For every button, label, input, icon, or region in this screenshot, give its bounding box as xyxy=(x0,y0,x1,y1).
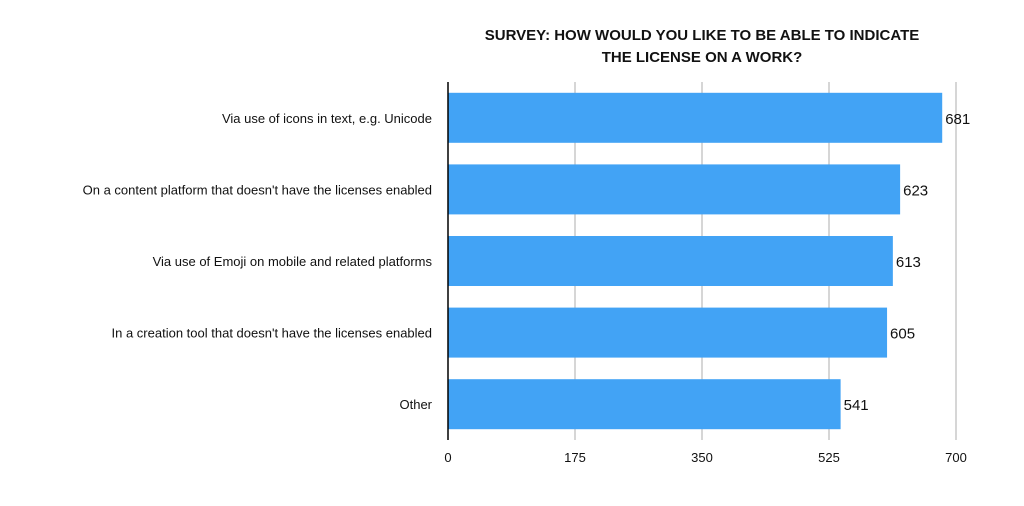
value-label-5: 541 xyxy=(844,397,869,414)
value-label-4: 605 xyxy=(890,326,915,343)
bars xyxy=(448,92,943,430)
category-label-2: On a content platform that doesn't have … xyxy=(83,182,432,197)
x-tick-label-175: 175 xyxy=(564,450,586,465)
category-label-3: Via use of Emoji on mobile and related p… xyxy=(153,254,433,269)
value-labels: 681 623 613 605 541 xyxy=(844,111,971,414)
chart-title-line-2: THE LICENSE ON A WORK? xyxy=(602,49,803,66)
bar-5 xyxy=(448,379,841,430)
value-label-1: 681 xyxy=(945,111,970,128)
x-tick-label-350: 350 xyxy=(691,450,713,465)
x-axis-ticks: 0 175 350 525 700 xyxy=(444,450,966,465)
bar-1 xyxy=(448,92,943,143)
category-label-4: In a creation tool that doesn't have the… xyxy=(112,326,432,341)
value-label-3: 613 xyxy=(896,254,921,271)
bar-3 xyxy=(448,236,893,286)
x-tick-label-0: 0 xyxy=(444,450,451,465)
chart-title-line-1: SURVEY: HOW WOULD YOU LIKE TO BE ABLE TO… xyxy=(485,27,919,44)
category-labels: Via use of icons in text, e.g. Unicode On… xyxy=(83,111,433,412)
bar-4 xyxy=(448,307,888,358)
bar-2 xyxy=(448,164,901,215)
category-label-1: Via use of icons in text, e.g. Unicode xyxy=(222,111,432,126)
value-label-2: 623 xyxy=(903,182,928,199)
category-label-5: Other xyxy=(399,397,432,412)
x-tick-label-700: 700 xyxy=(945,450,967,465)
x-tick-label-525: 525 xyxy=(818,450,840,465)
